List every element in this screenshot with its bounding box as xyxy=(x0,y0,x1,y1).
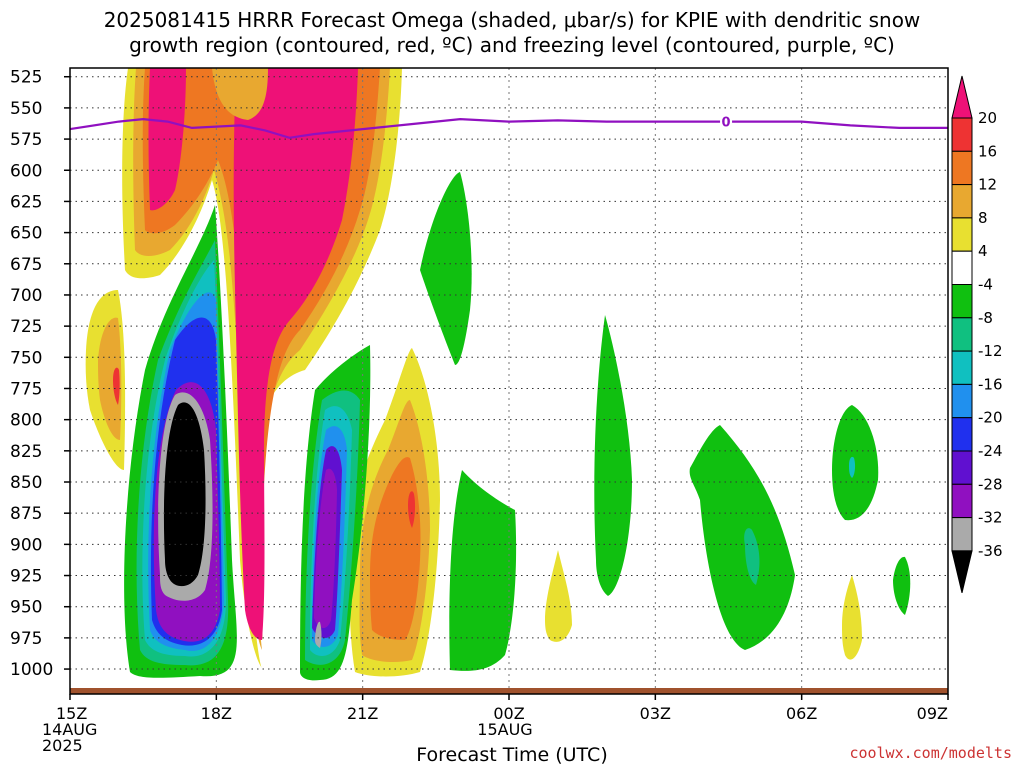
omega-contour-fill xyxy=(315,621,322,648)
omega-contour-fill xyxy=(370,457,421,640)
colorbar-label: -36 xyxy=(978,542,1003,560)
colorbar-segment xyxy=(951,450,973,485)
colorbar-label: -20 xyxy=(978,409,1003,427)
colorbar-segment xyxy=(951,284,973,319)
colorbar-segment xyxy=(951,317,973,352)
x-axis-label: Forecast Time (UTC) xyxy=(416,744,608,766)
colorbar-segment xyxy=(951,517,973,552)
omega-contour-fill xyxy=(893,556,911,615)
y-tick-label: 900 xyxy=(10,535,42,555)
colorbar-segment xyxy=(951,250,973,285)
colorbar-bottom-arrow xyxy=(951,550,973,594)
y-tick-label: 925 xyxy=(10,567,42,587)
y-tick-label: 525 xyxy=(10,68,42,88)
colorbar-label: 4 xyxy=(978,242,988,260)
omega-contour-fill xyxy=(842,575,862,660)
omega-contour-fill xyxy=(594,315,632,596)
colorbar-label: 12 xyxy=(978,176,997,194)
omega-contour-fill xyxy=(314,468,337,629)
omega-contour-fill xyxy=(212,68,268,120)
y-tick-label: 775 xyxy=(10,379,42,399)
omega-contour-fill xyxy=(408,491,416,528)
x-tick-label: 06Z xyxy=(786,704,817,723)
y-tick-label: 850 xyxy=(10,473,42,493)
x-tick-label: 00Z xyxy=(493,704,524,723)
x-tick-date-label: 2025 xyxy=(42,736,83,755)
colorbar-label: 16 xyxy=(978,142,997,160)
y-axis-pressure-ticks: 525 550 575 600 625 650 675 700 725 750 775 800 825 8… xyxy=(10,68,70,680)
omega-contour-fill xyxy=(744,528,760,585)
omega-contour-fill xyxy=(233,68,358,640)
colorbar-label: -16 xyxy=(978,375,1003,393)
omega-shading xyxy=(85,68,911,681)
x-tick-label: 03Z xyxy=(640,704,671,723)
freezing-level-label: 0 xyxy=(722,116,731,131)
y-tick-label: 750 xyxy=(10,348,42,368)
colorbar-label: -24 xyxy=(978,442,1003,460)
x-tick-label: 18Z xyxy=(201,704,232,723)
x-tick-date-label: 15AUG xyxy=(477,720,532,739)
freezing-level-line xyxy=(69,117,948,139)
omega-contour-fill xyxy=(148,68,186,211)
y-tick-label: 550 xyxy=(10,99,42,119)
y-tick-label: 625 xyxy=(10,192,42,212)
colorbar-label: -12 xyxy=(978,342,1003,360)
freezing-level-label-bg xyxy=(720,113,733,130)
omega-contour-fill xyxy=(98,317,122,440)
colorbar-label: -4 xyxy=(978,276,993,294)
colorbar-segment xyxy=(951,217,973,252)
colorbar-segment xyxy=(951,184,973,219)
y-tick-label: 1000 xyxy=(10,660,53,680)
colorbar-segment xyxy=(951,117,973,152)
y-tick-label: 975 xyxy=(10,629,42,649)
omega-contour-fill xyxy=(545,550,572,642)
y-tick-label: 675 xyxy=(10,255,42,275)
colorbar-segment xyxy=(951,483,973,519)
y-tick-label: 600 xyxy=(10,161,42,181)
colorbar-segment xyxy=(951,417,973,452)
omega-contour-fill xyxy=(449,470,517,671)
grid-lines xyxy=(70,68,948,694)
y-tick-label: 700 xyxy=(10,286,42,306)
colorbar-label: -28 xyxy=(978,475,1003,493)
y-tick-label: 825 xyxy=(10,442,42,462)
colorbar-label: 20 xyxy=(978,109,997,127)
colorbar-top-arrow xyxy=(951,75,973,119)
y-tick-label: 650 xyxy=(10,224,42,244)
x-tick-label: 15Z xyxy=(56,704,87,723)
x-tick-label: 09Z xyxy=(917,704,948,723)
colorbar-segment xyxy=(951,150,973,186)
title-line-2: growth region (contoured, red, ºC) and f… xyxy=(129,33,895,57)
chart-title: 2025081415 HRRR Forecast Omega (shaded, … xyxy=(0,8,1024,58)
x-tick-label: 21Z xyxy=(347,704,378,723)
omega-contour-fill xyxy=(113,367,120,405)
colorbar-label: 8 xyxy=(978,209,988,227)
y-tick-label: 725 xyxy=(10,317,42,337)
freezing-level-contour: 0 xyxy=(69,113,948,139)
credit-text: coolwx.com/modelts xyxy=(849,744,1012,762)
x-tick-date-label: 14AUG xyxy=(42,720,97,739)
y-tick-label: 950 xyxy=(10,598,42,618)
title-line-1: 2025081415 HRRR Forecast Omega (shaded, … xyxy=(103,8,921,32)
omega-contour-fill xyxy=(420,172,472,365)
omega-contour-fill xyxy=(163,402,206,587)
colorbar-label: -8 xyxy=(978,309,993,327)
colorbar-label: -32 xyxy=(978,509,1003,527)
y-tick-label: 875 xyxy=(10,504,42,524)
colorbar-segment xyxy=(951,383,973,419)
colorbar: 20 16 12 8 4 -4 -8 -12 -16 -20 -24 -28 -32 -36 xyxy=(951,75,1003,594)
colorbar-segment xyxy=(951,350,973,385)
omega-contour-fill xyxy=(689,425,795,650)
y-tick-label: 800 xyxy=(10,411,42,431)
omega-contour-fill xyxy=(832,405,879,521)
omega-contour-fill xyxy=(849,456,856,478)
y-tick-label: 575 xyxy=(10,130,42,150)
ground-surface xyxy=(70,688,948,694)
